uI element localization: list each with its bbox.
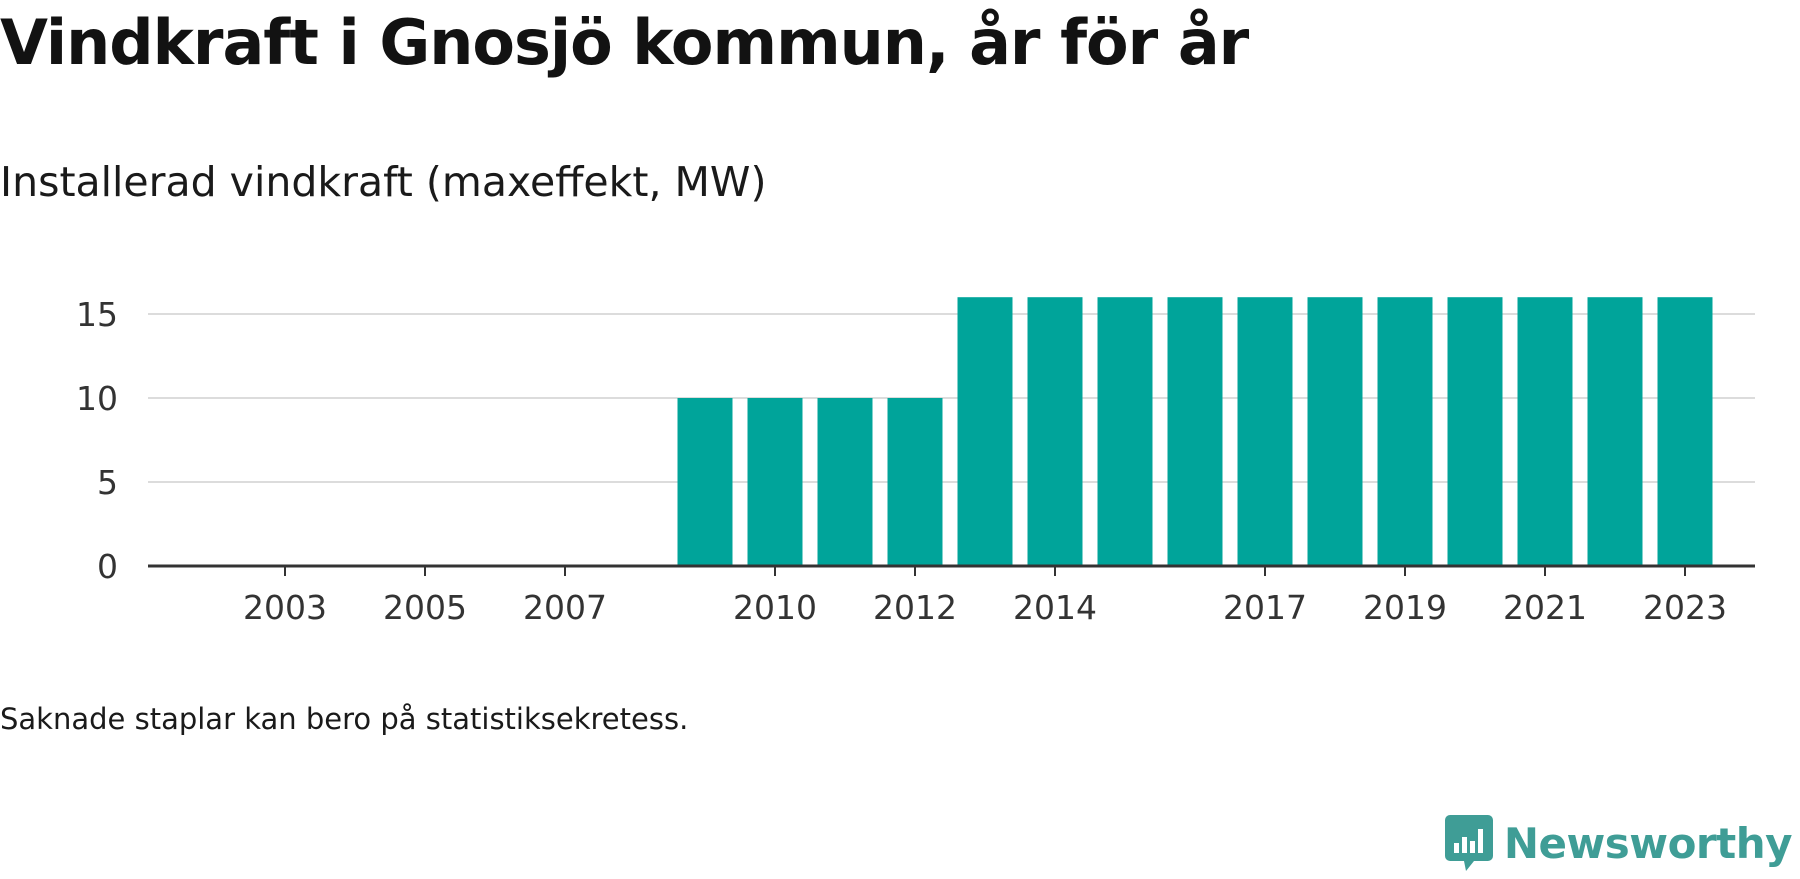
bar-chart: 0 5 10 15 2003 2005 2007 2010 2012 2014 2017 2019 20… <box>76 295 1755 627</box>
bar-2015 <box>1097 297 1153 566</box>
brand-name: Newsworthy <box>1503 818 1793 868</box>
x-tick-label: 2005 <box>383 588 467 627</box>
y-tick-label: 5 <box>97 463 118 502</box>
bar-2018 <box>1307 297 1363 566</box>
bar-2013 <box>957 297 1013 566</box>
x-tick-label: 2007 <box>523 588 607 627</box>
chart-title: Vindkraft i Gnosjö kommun, år för år <box>0 6 1249 79</box>
newsworthy-logo[interactable]: Newsworthy <box>1444 813 1793 873</box>
x-tick-label: 2019 <box>1363 588 1447 627</box>
footnote: Saknade staplar kan bero på statistiksek… <box>0 702 689 736</box>
x-tick-label: 2023 <box>1643 588 1727 627</box>
x-tick-label: 2014 <box>1013 588 1097 627</box>
y-tick-label: 0 <box>97 547 118 586</box>
bar-2009 <box>677 398 733 566</box>
x-tick-label: 2010 <box>733 588 817 627</box>
bar-2016 <box>1167 297 1223 566</box>
y-tick-label: 10 <box>76 379 118 418</box>
bar-2023 <box>1657 297 1713 566</box>
x-tick-label: 2012 <box>873 588 957 627</box>
bar-2019 <box>1377 297 1433 566</box>
bar-2012 <box>887 398 943 566</box>
bar-2022 <box>1587 297 1643 566</box>
chart-subtitle: Installerad vindkraft (maxeffekt, MW) <box>0 158 767 206</box>
x-tick-label: 2021 <box>1503 588 1587 627</box>
bars <box>677 297 1713 566</box>
bar-2011 <box>817 398 873 566</box>
axes: 0 5 10 15 2003 2005 2007 2010 2012 2014 2017 2019 20… <box>76 295 1755 627</box>
bar-2021 <box>1517 297 1573 566</box>
x-tick-label: 2003 <box>243 588 327 627</box>
y-tick-label: 15 <box>76 295 118 334</box>
gridlines <box>148 313 1755 483</box>
bar-2010 <box>747 398 803 566</box>
bar-2020 <box>1447 297 1503 566</box>
bar-2017 <box>1237 297 1293 566</box>
newsworthy-bar-chart-logo-icon <box>1444 815 1493 871</box>
x-tick-label: 2017 <box>1223 588 1307 627</box>
bar-2014 <box>1027 297 1083 566</box>
